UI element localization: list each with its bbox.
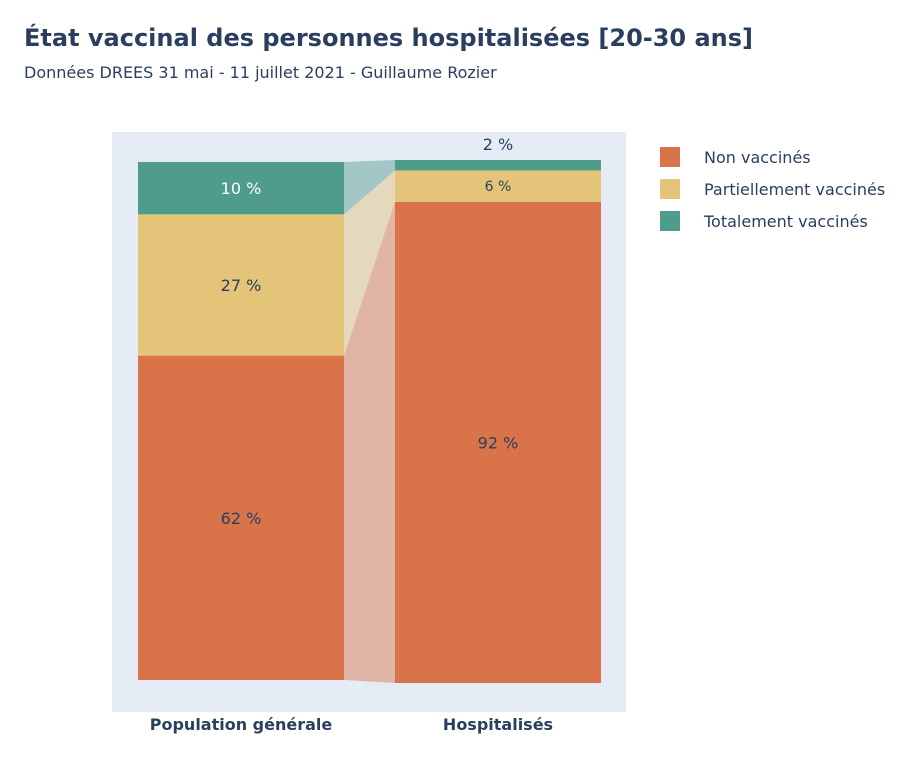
- bar-segment-hospitalises-totalement-vaccines: [395, 160, 601, 171]
- connector-non-vaccines: [344, 201, 395, 683]
- legend-swatch-non-vaccines: [660, 147, 680, 167]
- chart-title: État vaccinal des personnes hospitalisée…: [24, 24, 754, 52]
- chart-subtitle: Données DREES 31 mai - 11 juillet 2021 -…: [24, 63, 497, 82]
- bar-segment-hospitalises-partiellement-vaccines: [395, 170, 601, 202]
- bar-label-hospitalises-non-vaccines: 92 %: [478, 433, 519, 452]
- connector-partiellement-vaccines: [344, 170, 395, 356]
- connector-totalement-vaccines: [344, 160, 395, 215]
- bar-segment-population-generale-non-vaccines: [138, 355, 344, 680]
- bar-segment-population-generale-partiellement-vaccines: [138, 214, 344, 356]
- bar-label-population-generale-totalement-vaccines: 10 %: [221, 179, 262, 198]
- bar-segment-hospitalises-non-vaccines: [395, 201, 601, 683]
- legend-swatch-totalement-vaccines: [660, 211, 680, 231]
- bar-label-population-generale-partiellement-vaccines: 27 %: [221, 276, 262, 295]
- x-tick-label-population-generale: Population générale: [150, 715, 333, 734]
- legend: Non vaccinés Partiellement vaccinés Totale…: [660, 147, 885, 231]
- x-tick-label-hospitalises: Hospitalisés: [443, 715, 553, 734]
- legend-label-partiellement-vaccines: Partiellement vaccinés: [704, 180, 885, 199]
- legend-swatch-partiellement-vaccines: [660, 179, 680, 199]
- bar-segment-population-generale-totalement-vaccines: [138, 162, 344, 215]
- bar-label-population-generale-non-vaccines: 62 %: [221, 509, 262, 528]
- bar-label-hospitalises-totalement-vaccines: 2 %: [483, 135, 513, 154]
- bar-label-hospitalises-partiellement-vaccines: 6 %: [485, 179, 512, 195]
- legend-label-totalement-vaccines: Totalement vaccinés: [703, 212, 868, 231]
- legend-label-non-vaccines: Non vaccinés: [704, 148, 811, 167]
